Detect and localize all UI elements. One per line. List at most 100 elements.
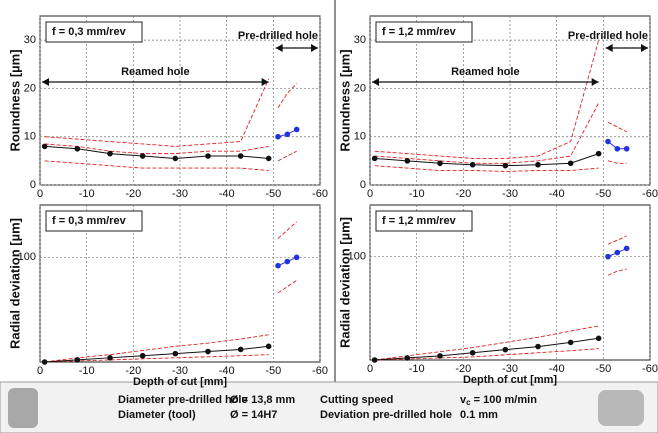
series-line <box>277 279 297 294</box>
annotation: f = 1,2 mm/rev <box>382 215 457 227</box>
series-line <box>44 345 269 363</box>
x-tick-label: -40 <box>219 365 235 377</box>
annotation: Pre-drilled hole <box>238 30 318 42</box>
annotation: f = 0,3 mm/rev <box>52 26 127 38</box>
footer-text: Diameter pre-drilled hole <box>118 394 248 406</box>
footer-text: Deviation pre-drilled hole <box>320 409 452 421</box>
series-line <box>277 83 297 108</box>
y-tick-label: 100 <box>348 251 366 263</box>
y-tick-label: 30 <box>24 34 36 46</box>
x-tick-label: -60 <box>312 365 328 377</box>
series-line <box>44 143 269 155</box>
data-point <box>371 155 378 162</box>
annotation-box <box>375 21 473 43</box>
footer-text: vc = 100 m/min <box>460 394 537 407</box>
data-point <box>404 158 411 164</box>
data-point <box>437 353 443 359</box>
x-tick-label: 0 <box>37 365 43 377</box>
series-line <box>44 78 270 147</box>
x-tick-label: -30 <box>502 363 518 375</box>
x-tick-label: -60 <box>642 363 658 375</box>
data-point <box>567 339 574 346</box>
series-line <box>607 121 627 133</box>
tool-image <box>598 390 644 426</box>
x-tick-label: -10 <box>409 363 425 375</box>
x-tick-label: -10 <box>79 188 95 200</box>
series-line <box>374 40 600 159</box>
y-tick-label: 0 <box>360 179 366 191</box>
annotation-box <box>45 21 143 43</box>
data-point <box>293 126 300 133</box>
x-axis-label: Depth of cut [mm] <box>463 374 557 386</box>
data-point <box>614 145 621 152</box>
y-tick-label: 10 <box>24 131 36 143</box>
data-point <box>205 153 211 159</box>
data-point <box>265 155 272 162</box>
x-tick-label: -50 <box>595 188 611 200</box>
footer-text: Cutting speed <box>320 394 393 406</box>
series-line <box>277 221 297 239</box>
footer-text: Ø = 13,8 mm <box>230 394 295 406</box>
footer-text: Diameter (tool) <box>118 409 196 421</box>
x-tick-label: -20 <box>125 365 141 377</box>
x-tick-label: -30 <box>172 188 188 200</box>
data-point <box>275 262 281 269</box>
data-point <box>595 150 602 157</box>
data-point <box>535 161 541 168</box>
data-point <box>275 133 281 140</box>
x-tick-label: -10 <box>409 188 425 200</box>
x-axis-label: Depth of cut [mm] <box>133 376 227 388</box>
y-axis-label: Roundness [µm] <box>337 49 352 151</box>
data-point <box>172 155 179 162</box>
annotation-box <box>45 210 143 232</box>
data-point <box>107 355 113 361</box>
y-tick-label: 30 <box>354 34 366 46</box>
data-point <box>237 346 244 353</box>
series-line <box>374 337 599 361</box>
x-tick-label: -60 <box>642 188 658 200</box>
y-tick-label: 100 <box>18 251 36 263</box>
data-point <box>605 253 611 260</box>
y-tick-label: 20 <box>24 82 36 94</box>
series-line <box>374 102 600 164</box>
x-tick-label: -40 <box>549 363 565 375</box>
data-point <box>535 343 541 350</box>
x-tick-label: -50 <box>265 365 281 377</box>
data-point <box>623 145 630 152</box>
annotation: Reamed hole <box>121 66 189 78</box>
annotation-box <box>375 210 473 232</box>
x-tick-label: 0 <box>367 363 373 375</box>
data-point <box>469 161 476 168</box>
footer-text: Ø = 14H7 <box>230 409 277 421</box>
x-tick-label: -30 <box>502 188 518 200</box>
x-tick-label: -20 <box>455 363 471 375</box>
series-line <box>44 145 269 159</box>
series-line <box>607 235 627 245</box>
x-tick-label: -20 <box>455 188 471 200</box>
x-tick-label: -40 <box>549 188 565 200</box>
data-point <box>74 357 81 363</box>
series-line <box>374 153 599 167</box>
series-line <box>374 325 599 361</box>
series-line <box>44 334 269 363</box>
y-tick-label: 20 <box>354 82 366 94</box>
data-point <box>265 343 272 350</box>
tool-image <box>8 388 38 428</box>
x-tick-label: -30 <box>172 365 188 377</box>
y-axis-label: Radial deviation [µm] <box>7 218 22 349</box>
data-point <box>502 346 509 353</box>
data-point <box>605 138 611 145</box>
series-line <box>44 160 269 171</box>
data-point <box>284 131 291 138</box>
series-line <box>374 165 599 172</box>
series-line <box>607 160 627 164</box>
series-line <box>277 150 297 162</box>
y-axis-label: Roundness [µm] <box>7 49 22 151</box>
data-point <box>237 153 244 159</box>
data-point <box>469 349 476 356</box>
x-tick-label: -50 <box>265 188 281 200</box>
annotation: Pre-drilled hole <box>568 30 648 42</box>
annotation: Reamed hole <box>451 66 519 78</box>
data-point <box>502 162 509 169</box>
